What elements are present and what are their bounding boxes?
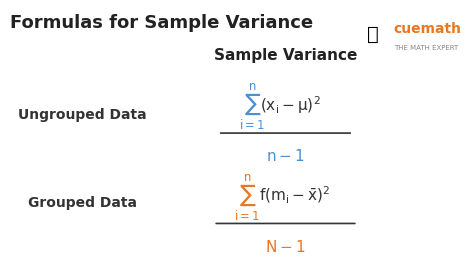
Text: $\mathregular{n - 1}$: $\mathregular{n - 1}$ xyxy=(266,148,305,164)
Text: Grouped Data: Grouped Data xyxy=(28,196,137,210)
Text: $\mathregular{N - 1}$: $\mathregular{N - 1}$ xyxy=(265,239,306,255)
Text: $\sum_{\mathregular{i=1}}^{\mathregular{n}}$: $\sum_{\mathregular{i=1}}^{\mathregular{… xyxy=(234,173,260,223)
Text: Ungrouped Data: Ungrouped Data xyxy=(18,108,147,122)
Text: Formulas for Sample Variance: Formulas for Sample Variance xyxy=(10,14,313,32)
Text: THE MATH EXPERT: THE MATH EXPERT xyxy=(394,45,458,51)
Text: Sample Variance: Sample Variance xyxy=(214,48,357,63)
Text: $\mathregular{f(m_i - \bar{x})^2}$: $\mathregular{f(m_i - \bar{x})^2}$ xyxy=(259,185,330,206)
Text: $\mathregular{(x_i - \mu)^2}$: $\mathregular{(x_i - \mu)^2}$ xyxy=(260,94,320,116)
Text: cuemath: cuemath xyxy=(394,22,462,36)
Text: $\sum_{\mathregular{i=1}}^{\mathregular{n}}$: $\sum_{\mathregular{i=1}}^{\mathregular{… xyxy=(239,82,264,132)
Text: 🚀: 🚀 xyxy=(367,25,378,44)
